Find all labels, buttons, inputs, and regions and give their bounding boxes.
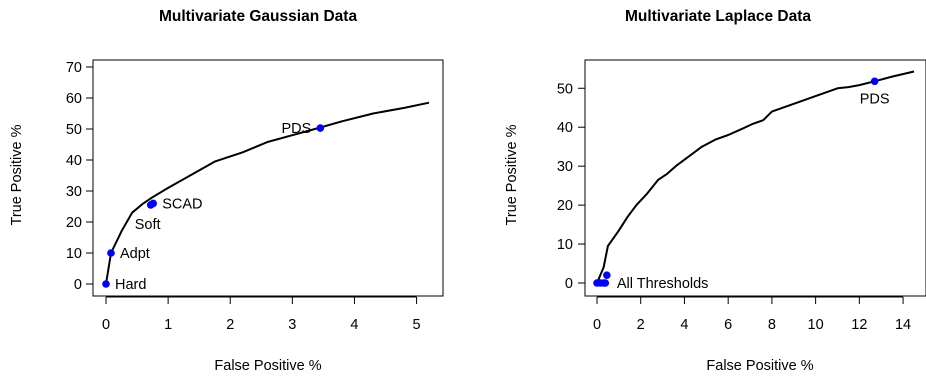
y-tick-label: 30	[66, 184, 82, 200]
panel-gaussian: Multivariate Gaussian Data False Positiv…	[9, 8, 444, 374]
axis-ticks: 0 2 4 6 8 10 12 14 0 10 20 30 40 50	[557, 81, 911, 333]
points-layer: All Thresholds PDS	[593, 77, 890, 292]
y-tick-label: 60	[66, 91, 82, 107]
panel-title: Multivariate Laplace Data	[625, 8, 811, 25]
annotation-label: PDS	[860, 91, 890, 107]
annotation-label: All Thresholds	[617, 276, 709, 292]
x-tick-label: 12	[851, 317, 867, 333]
data-point	[316, 124, 325, 132]
x-tick-label: 8	[768, 317, 776, 333]
y-tick-label: 0	[565, 276, 573, 292]
x-tick-label: 0	[102, 317, 110, 333]
x-tick-label: 6	[724, 317, 732, 333]
x-tick-label: 4	[350, 317, 358, 333]
x-axis-label: False Positive %	[706, 358, 813, 374]
x-tick-label: 2	[637, 317, 645, 333]
panel-title: Multivariate Gaussian Data	[159, 8, 358, 25]
x-tick-label: 5	[413, 317, 421, 333]
y-axis-label: True Positive %	[9, 124, 25, 225]
y-tick-label: 40	[66, 153, 82, 169]
y-axis-label: True Positive %	[504, 124, 520, 225]
y-tick-label: 10	[557, 237, 573, 253]
x-tick-label: 4	[680, 317, 688, 333]
point-label: Hard	[115, 277, 146, 293]
y-tick-label: 50	[66, 122, 82, 138]
point-label: PDS	[281, 121, 311, 137]
data-point	[601, 279, 610, 287]
data-point	[102, 280, 110, 288]
x-tick-label: 0	[593, 317, 601, 333]
data-point	[603, 271, 611, 280]
y-tick-label: 0	[74, 277, 82, 293]
x-tick-label: 1	[164, 317, 172, 333]
y-tick-label: 40	[557, 120, 573, 136]
point-label: Soft	[135, 217, 161, 233]
y-tick-label: 10	[66, 246, 82, 262]
x-tick-label: 10	[808, 317, 824, 333]
x-tick-label: 14	[895, 317, 911, 333]
point-label: Adpt	[120, 246, 150, 262]
y-tick-label: 20	[557, 198, 573, 214]
x-tick-label: 3	[288, 317, 296, 333]
data-point	[870, 77, 879, 86]
roc-curve	[596, 70, 915, 284]
data-point	[149, 199, 158, 208]
y-tick-label: 30	[557, 159, 573, 175]
x-axis-label: False Positive %	[214, 358, 321, 374]
x-tick-label: 2	[226, 317, 234, 333]
panel-laplace: Multivariate Laplace Data False Positive…	[504, 8, 926, 374]
y-tick-label: 50	[557, 81, 573, 97]
point-label: SCAD	[162, 196, 202, 212]
y-tick-label: 20	[66, 215, 82, 231]
y-tick-label: 70	[66, 60, 82, 76]
roc-curve	[105, 101, 430, 285]
data-point	[107, 249, 115, 257]
